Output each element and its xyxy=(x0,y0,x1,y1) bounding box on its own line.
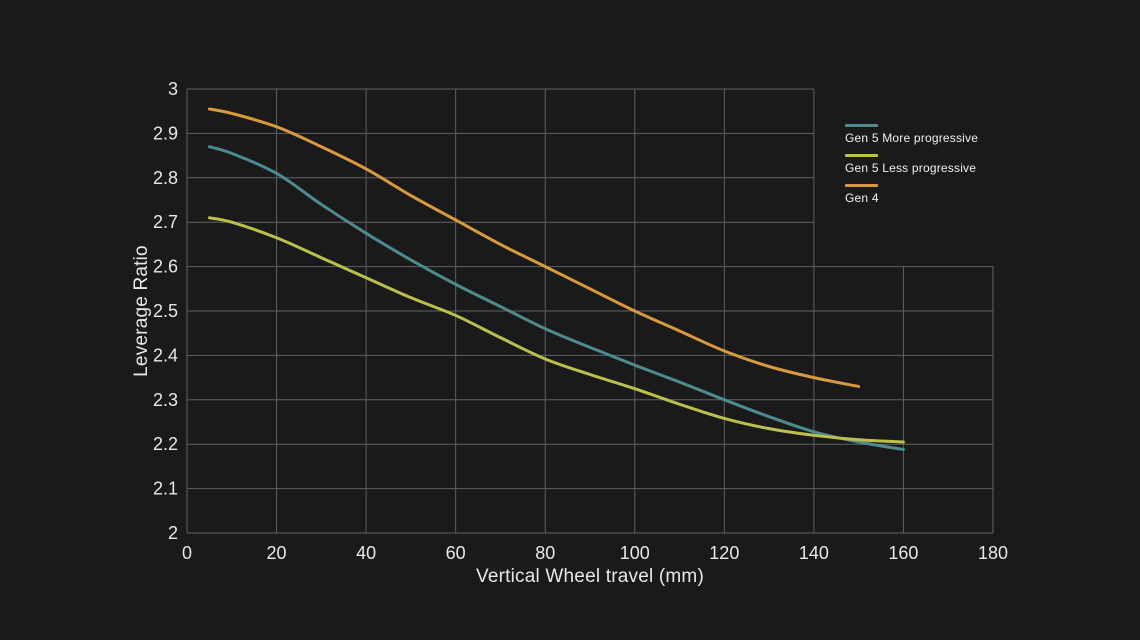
legend-item-gen4: Gen 4 xyxy=(845,184,978,205)
x-tick-label: 160 xyxy=(888,543,918,563)
series-line-gen-4 xyxy=(207,107,861,388)
x-tick-label: 180 xyxy=(978,543,1008,563)
x-tick-label: 80 xyxy=(535,543,555,563)
series-line-gen-5-less-progressive xyxy=(207,216,905,444)
legend-item-gen5-more-progressive: Gen 5 More progressive xyxy=(845,124,978,145)
x-tick-label: 140 xyxy=(799,543,829,563)
x-tick-label: 120 xyxy=(709,543,739,563)
series-line-gen-5-more-progressive xyxy=(207,145,905,452)
x-tick-label: 60 xyxy=(446,543,466,563)
x-tick-label: 40 xyxy=(356,543,376,563)
legend-swatch-orange xyxy=(845,184,878,187)
legend-label: Gen 5 Less progressive xyxy=(845,161,977,175)
x-tick-label: 20 xyxy=(267,543,287,563)
y-tick-label: 2.6 xyxy=(153,257,178,277)
chart-legend: Gen 5 More progressive Gen 5 Less progre… xyxy=(845,124,978,205)
y-tick-label: 2.3 xyxy=(153,390,178,410)
y-tick-label: 2.4 xyxy=(153,345,178,365)
y-tick-label: 2 xyxy=(168,523,178,543)
legend-label: Gen 5 More progressive xyxy=(845,131,979,145)
x-axis-label: Vertical Wheel travel (mm) xyxy=(476,566,704,587)
y-tick-label: 2.1 xyxy=(153,479,178,499)
legend-item-gen5-less-progressive: Gen 5 Less progressive xyxy=(845,154,978,175)
x-tick-label: 100 xyxy=(620,543,650,563)
y-tick-label: 2.9 xyxy=(153,123,178,143)
y-tick-label: 2.7 xyxy=(153,212,178,232)
legend-swatch-teal xyxy=(845,124,878,127)
y-axis-label: Leverage Ratio xyxy=(131,245,152,377)
x-tick-label: 0 xyxy=(182,543,192,563)
y-tick-label: 2.5 xyxy=(153,301,178,321)
y-tick-label: 2.2 xyxy=(153,434,178,454)
y-tick-label: 2.8 xyxy=(153,168,178,188)
y-tick-label: 3 xyxy=(168,79,178,99)
legend-label: Gen 4 xyxy=(845,191,879,205)
legend-swatch-olive xyxy=(845,154,878,157)
